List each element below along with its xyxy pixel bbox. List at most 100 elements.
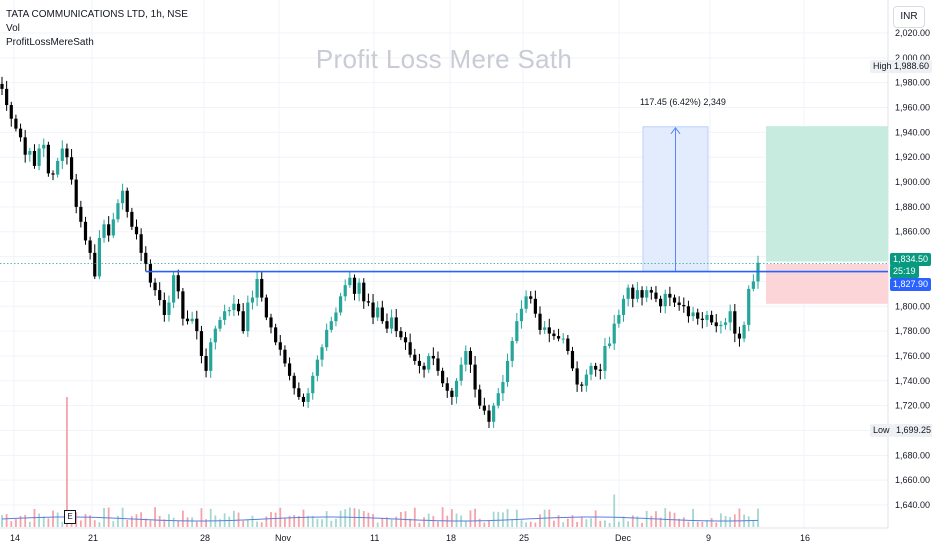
- volume-bar: [61, 521, 64, 527]
- watermark-text: Profit Loss Mere Sath: [315, 44, 573, 74]
- candle-body: [199, 331, 204, 356]
- candle-body: [543, 327, 547, 330]
- volume-bar: [228, 516, 231, 527]
- candle-body: [42, 144, 46, 149]
- candle-body: [621, 298, 626, 315]
- candle-body: [714, 322, 718, 327]
- volume-bar: [149, 520, 152, 527]
- volume-bar: [576, 521, 579, 527]
- candle-body: [682, 305, 686, 307]
- candle-body: [538, 313, 542, 330]
- volume-bar: [478, 518, 481, 527]
- candle-body: [209, 342, 213, 371]
- chart-legend: TATA COMMUNICATIONS LTD, 1h, NSE Vol Pro…: [6, 8, 188, 50]
- target-zone: [766, 126, 888, 262]
- volume-bar: [715, 522, 718, 527]
- candle-body: [631, 287, 635, 299]
- volume-bar: [539, 514, 541, 527]
- candle-body: [659, 298, 663, 307]
- volume-bar: [437, 521, 439, 527]
- candle-body: [505, 360, 510, 383]
- candle-body: [580, 384, 584, 386]
- candle-body: [747, 288, 751, 325]
- volume-bar: [38, 513, 41, 527]
- line-price-tag: 1,827.90: [890, 278, 932, 291]
- candle-body: [478, 389, 482, 406]
- candle-body: [148, 264, 153, 283]
- candle-body: [626, 287, 630, 299]
- candle-body: [14, 118, 18, 129]
- volume-bar: [585, 519, 588, 527]
- volume-bar: [256, 521, 258, 527]
- volume-bar: [172, 517, 175, 527]
- volume-bar: [678, 518, 681, 527]
- volume-bar: [144, 518, 147, 527]
- candle-body: [116, 203, 120, 220]
- candle-body: [315, 359, 319, 376]
- candle-body: [162, 300, 166, 315]
- measure-arrowhead: [670, 126, 681, 135]
- volume-bar: [274, 512, 277, 527]
- volume-bar: [520, 520, 523, 527]
- volume-bar: [163, 519, 166, 527]
- y-tick-label: 1,720.00: [895, 401, 930, 411]
- candle-body: [125, 190, 129, 212]
- volume-bar: [126, 519, 129, 527]
- candle-body: [376, 307, 380, 318]
- volume-bar: [265, 516, 268, 527]
- volume-bar: [84, 514, 87, 527]
- x-tick-label: 18: [446, 533, 456, 543]
- volume-bar: [450, 509, 453, 527]
- volume-bar: [93, 520, 96, 527]
- candle-body: [441, 370, 445, 384]
- candle-body: [32, 151, 37, 166]
- low-tag-value: 1,699.25: [893, 424, 932, 437]
- candle-body: [204, 355, 208, 371]
- candle-body: [269, 317, 273, 328]
- volume-bar: [260, 522, 263, 527]
- volume-bar: [553, 520, 555, 527]
- volume-bar: [98, 522, 101, 527]
- volume-bar: [710, 518, 713, 527]
- volume-bar: [42, 516, 45, 527]
- volume-bar: [284, 517, 286, 527]
- volume-bar: [557, 515, 560, 527]
- volume-bar: [692, 508, 694, 527]
- candle-body: [139, 234, 143, 253]
- volume-bar: [617, 521, 620, 527]
- volume-bar: [79, 520, 82, 527]
- candle-body: [519, 308, 524, 322]
- volume-bar: [566, 518, 569, 527]
- volume-bar: [525, 522, 527, 527]
- volume-indicator-label[interactable]: Vol: [6, 23, 20, 34]
- stop-zone: [766, 264, 888, 304]
- earnings-badge[interactable]: E: [64, 510, 76, 524]
- candle-body: [668, 293, 672, 298]
- candle-body: [278, 342, 282, 350]
- volume-bar: [631, 515, 634, 527]
- volume-bar: [395, 516, 398, 527]
- volume-bar: [650, 515, 653, 527]
- candle-body: [589, 365, 593, 375]
- candle-body: [134, 226, 139, 235]
- candle-body: [710, 314, 714, 323]
- y-tick-label: 1,640.00: [895, 500, 930, 510]
- candle-body: [357, 282, 361, 294]
- candle-body: [227, 309, 231, 312]
- volume-bar: [130, 516, 133, 527]
- volume-bar: [372, 514, 374, 527]
- candle-body: [496, 393, 500, 406]
- volume-bar: [344, 509, 347, 527]
- candle-body: [413, 354, 417, 361]
- candle-body: [362, 282, 366, 302]
- candle-body: [556, 336, 561, 339]
- volume-bar: [418, 522, 421, 527]
- volume-bar: [24, 514, 27, 527]
- candle-body: [51, 173, 55, 175]
- custom-indicator-label[interactable]: ProfitLossMereSath: [6, 37, 94, 48]
- currency-button[interactable]: INR: [893, 6, 925, 28]
- candle-body: [672, 297, 677, 303]
- candle-body: [371, 302, 375, 318]
- candle-body: [306, 393, 310, 402]
